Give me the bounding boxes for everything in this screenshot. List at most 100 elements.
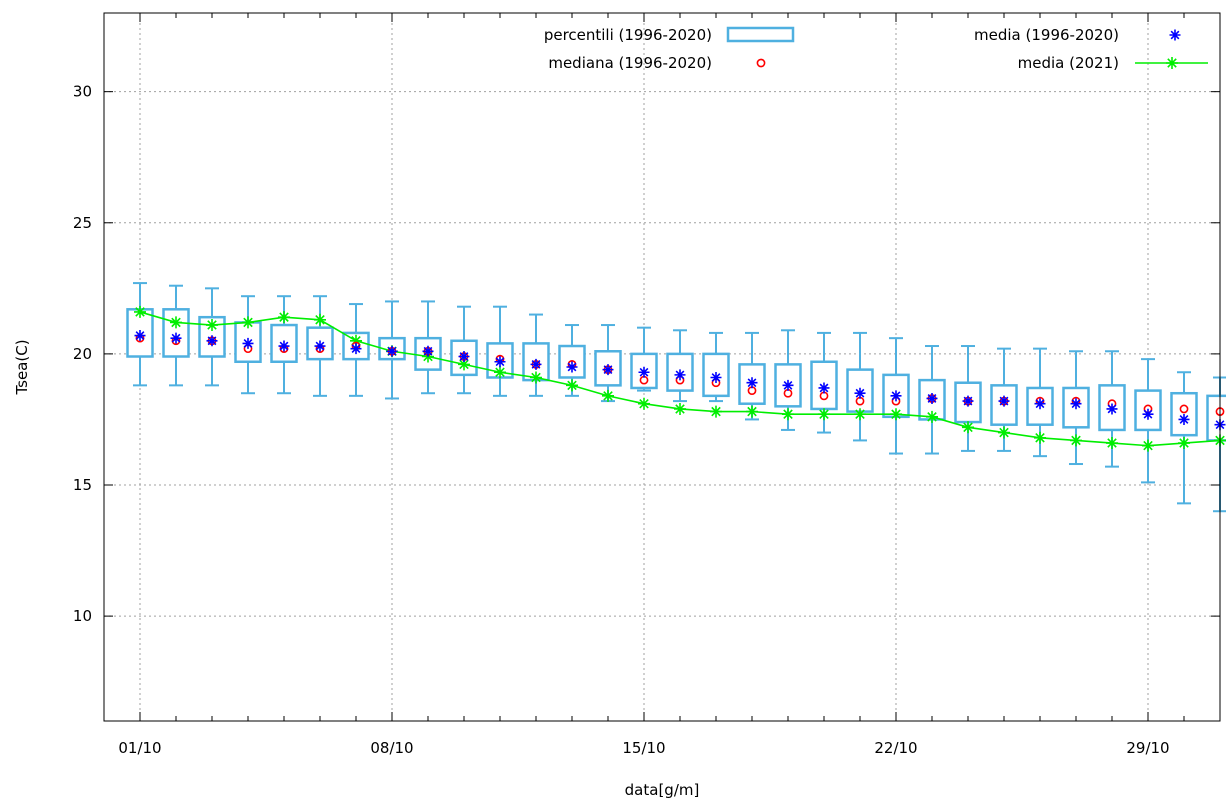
legend: percentili (1996-2020) mediana (1996-2020… xyxy=(544,26,1208,72)
y-tick-label: 30 xyxy=(73,83,92,101)
media-2021-point xyxy=(854,408,866,421)
media-2021-point xyxy=(1178,437,1190,450)
box-body xyxy=(414,336,442,371)
box-body xyxy=(1206,394,1226,442)
y-axis-title: Tsea(C) xyxy=(13,339,31,395)
point-series xyxy=(134,330,1226,431)
media-1996-2020-point xyxy=(1034,398,1046,410)
media-1996-2020-point xyxy=(422,345,434,357)
media-1996-2020-point xyxy=(818,382,830,394)
boxplot-series xyxy=(126,282,1226,513)
percentile-box xyxy=(630,326,658,392)
plot-frame xyxy=(103,12,1221,722)
media-1996-2020-point xyxy=(134,330,146,342)
media-1996-2020-point xyxy=(1106,403,1118,415)
media-1996-2020-point xyxy=(170,332,182,344)
media-1996-2020-point xyxy=(1070,398,1082,410)
media-2021-point xyxy=(494,366,506,379)
percentile-box xyxy=(774,329,802,431)
media-1996-2020-point xyxy=(206,335,218,347)
media-1996-2020-point xyxy=(1178,413,1190,425)
x-tick-label: 15/10 xyxy=(622,739,665,757)
media-2021-point xyxy=(674,402,686,415)
legend-label-media-storica: media (1996-2020) xyxy=(974,26,1119,44)
media-1996-2020-point xyxy=(746,377,758,389)
media-2021-point xyxy=(458,358,470,371)
media-2021-point xyxy=(1142,439,1154,452)
percentile-box xyxy=(594,324,622,403)
media-2021-point xyxy=(926,410,938,423)
percentile-box xyxy=(414,300,442,395)
media-2021-point xyxy=(602,389,614,402)
legend-label-media-2021: media (2021) xyxy=(1018,54,1119,72)
percentile-box xyxy=(486,305,514,397)
media-2021-point xyxy=(566,379,578,392)
media-2021-point xyxy=(314,313,326,326)
media-1996-2020-point xyxy=(710,371,722,383)
y-tick-label: 25 xyxy=(73,214,92,232)
media-2021-point xyxy=(998,426,1010,439)
y-tick-label: 20 xyxy=(73,345,92,363)
media-1996-2020-point xyxy=(854,387,866,399)
media-1996-2020-point xyxy=(530,358,542,370)
legend-swatch-media-storica xyxy=(1169,29,1181,41)
percentile-box xyxy=(378,300,406,400)
media-1996-2020-point xyxy=(890,390,902,402)
media-1996-2020-point xyxy=(494,356,506,368)
media-2021-point xyxy=(782,408,794,421)
media-2021-point xyxy=(242,316,254,329)
y-tick-label: 15 xyxy=(73,476,92,494)
percentile-box xyxy=(522,313,550,397)
media-1996-2020-point xyxy=(638,366,650,378)
x-axis-title: data[g/m] xyxy=(625,781,700,799)
box-body xyxy=(774,363,802,408)
x-tick-label: 01/10 xyxy=(118,739,161,757)
media-2021-point xyxy=(1106,437,1118,450)
media-1996-2020-point xyxy=(674,369,686,381)
media-1996-2020-point xyxy=(458,351,470,363)
media-1996-2020-point xyxy=(242,337,254,349)
x-tick-label: 22/10 xyxy=(874,739,917,757)
legend-swatch-mediana xyxy=(756,58,766,68)
media-1996-2020-point xyxy=(782,379,794,391)
media-2021-point xyxy=(350,334,362,347)
mediana-point xyxy=(1179,404,1189,414)
x-tick-label: 08/10 xyxy=(370,739,413,757)
media-2021-point xyxy=(134,305,146,318)
media-2021-point xyxy=(206,319,218,332)
percentile-box xyxy=(666,329,694,403)
percentile-box xyxy=(270,295,298,395)
media-2021-point xyxy=(710,405,722,418)
box-body xyxy=(1134,389,1162,432)
media-1996-2020-point xyxy=(278,340,290,352)
media-2021-point xyxy=(278,311,290,324)
media-2021-point xyxy=(1070,434,1082,447)
percentile-box xyxy=(1134,358,1162,484)
media-1996-2020-point xyxy=(314,340,326,352)
legend-label-mediana: mediana (1996-2020) xyxy=(548,54,712,72)
media-1996-2020-point xyxy=(926,392,938,404)
legend-swatch-media-2021 xyxy=(1166,57,1178,69)
media-2021-point xyxy=(746,405,758,418)
media-1996-2020-point xyxy=(962,395,974,407)
media-2021-point xyxy=(890,408,902,421)
percentile-box xyxy=(702,331,730,403)
legend-label-percentili: percentili (1996-2020) xyxy=(544,26,712,44)
media-1996-2020-point xyxy=(350,343,362,355)
percentile-box xyxy=(450,305,478,395)
legend-swatch-percentili xyxy=(726,26,795,43)
x-tick-label: 29/10 xyxy=(1126,739,1169,757)
media-2021-point xyxy=(818,408,830,421)
axis-ticks: 10 15 20 25 30 01/10 08/10 15/10 22/10 29/10 xyxy=(73,13,1221,757)
media-2021-point xyxy=(530,371,542,384)
media-2021-point xyxy=(638,397,650,410)
y-tick-label: 10 xyxy=(73,607,92,625)
media-1996-2020-point xyxy=(998,395,1010,407)
media-1996-2020-point xyxy=(386,345,398,357)
media-1996-2020-point xyxy=(566,361,578,373)
media-1996-2020-point xyxy=(1142,408,1154,420)
media-2021-point xyxy=(1034,431,1046,444)
percentile-box xyxy=(846,331,874,442)
media-2021-point xyxy=(170,316,182,329)
